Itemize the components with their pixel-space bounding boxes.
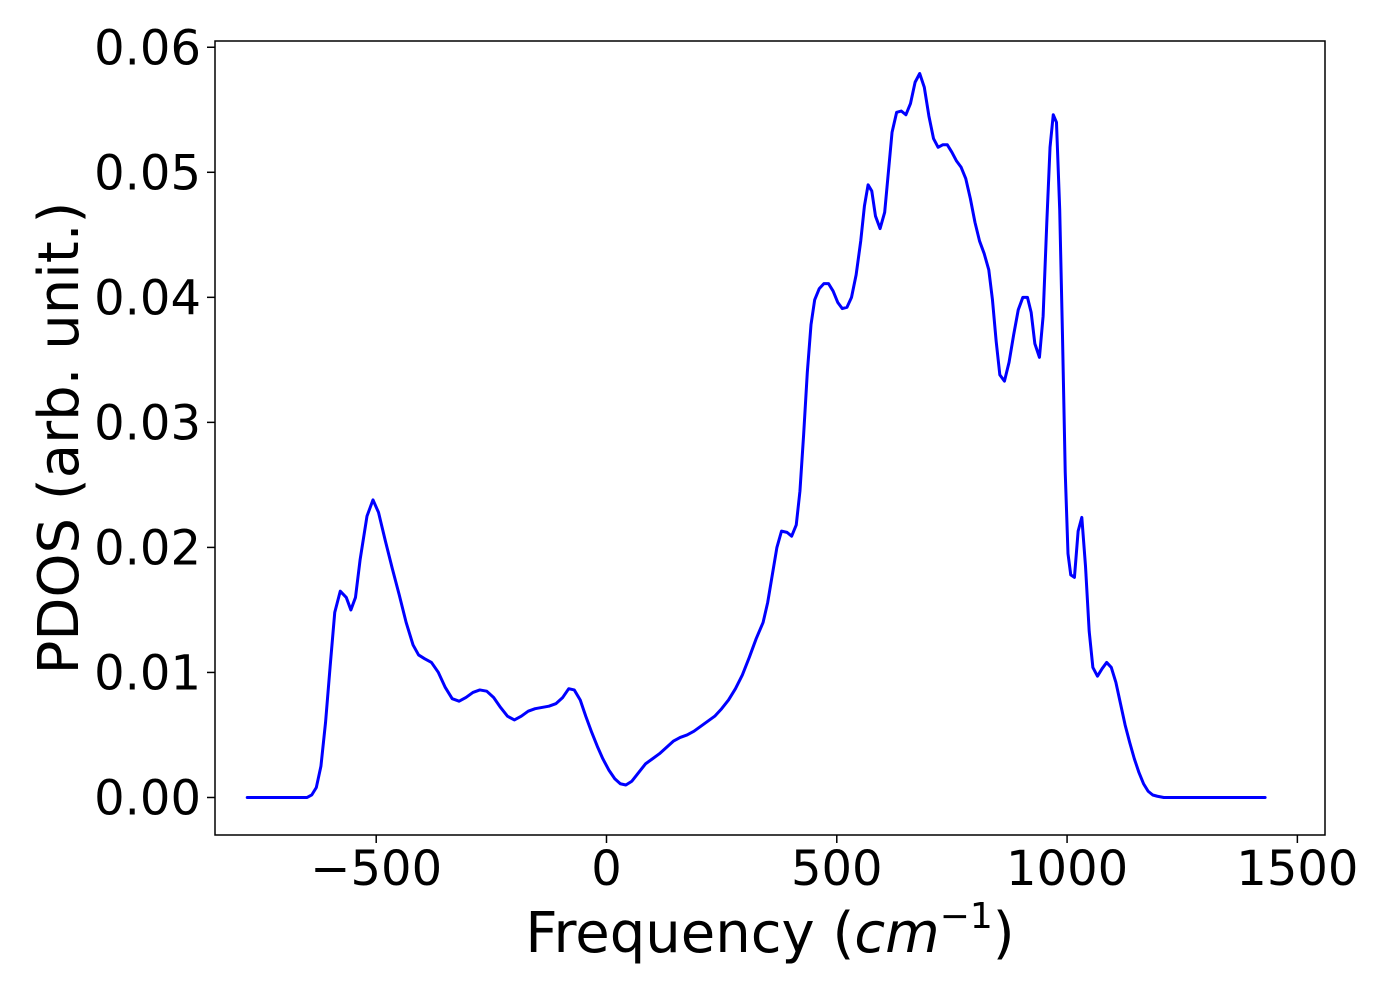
x-axis-label-unit: cm <box>854 901 939 966</box>
x-axis-label-exponent: −1 <box>940 896 993 937</box>
x-axis-label-close: ) <box>993 901 1015 966</box>
pdos-series-line <box>245 72 1267 799</box>
x-tick-label: −500 <box>310 841 442 897</box>
plot-frame <box>214 40 1326 836</box>
y-axis-label: PDOS (arb. unit.) <box>27 202 92 675</box>
y-tick-label: 0.01 <box>94 645 201 701</box>
x-tick-label: 500 <box>791 841 883 897</box>
x-axis-label-text: Frequency ( <box>525 901 854 966</box>
y-tick-label: 0.06 <box>94 20 201 76</box>
x-axis-ticks: −500 0 500 1000 1500 <box>310 835 1358 897</box>
y-tick-label: 0.02 <box>94 520 201 576</box>
y-tick-label: 0.00 <box>94 770 201 826</box>
x-tick-label: 1000 <box>1006 841 1128 897</box>
x-tick-label: 1500 <box>1236 841 1358 897</box>
y-tick-label: 0.05 <box>94 145 201 201</box>
y-tick-label: 0.04 <box>94 270 201 326</box>
y-tick-label: 0.03 <box>94 395 201 451</box>
y-axis-ticks: 0.00 0.01 0.02 0.03 0.04 0.05 0.06 <box>94 20 215 826</box>
plot-area <box>215 41 1325 835</box>
series-layer <box>245 72 1267 799</box>
x-axis-label: Frequency (cm−1) <box>525 896 1014 966</box>
x-tick-label: 0 <box>591 841 622 897</box>
